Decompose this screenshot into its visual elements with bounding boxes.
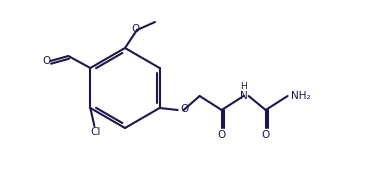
Text: O: O — [42, 56, 50, 65]
Text: O: O — [132, 24, 140, 34]
Text: H: H — [240, 82, 247, 91]
Text: Cl: Cl — [90, 127, 100, 137]
Text: O: O — [218, 130, 226, 140]
Text: O: O — [262, 130, 270, 140]
Text: O: O — [180, 104, 189, 114]
Text: N: N — [240, 91, 247, 101]
Text: NH₂: NH₂ — [291, 91, 310, 101]
